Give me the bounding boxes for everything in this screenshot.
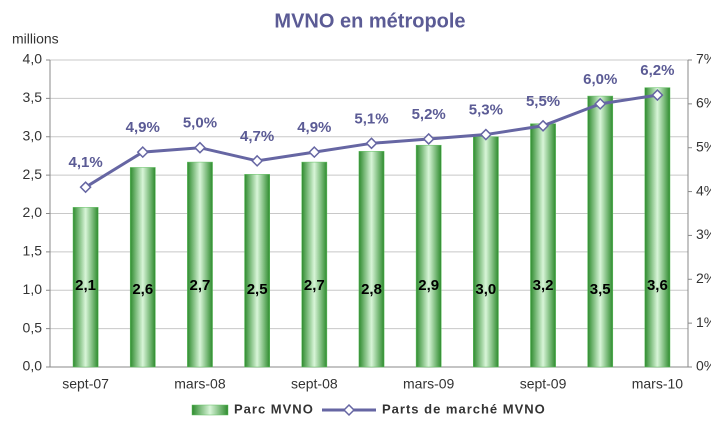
line-value-label: 6,2% [640,62,674,79]
bar [244,174,270,368]
line-value-label: 4,1% [68,154,102,171]
line-marker [79,181,92,194]
y2-tick-label: 0% [696,358,711,374]
line-value-label: 5,5% [526,93,560,110]
y2-tick-label: 1% [696,314,711,330]
line-marker [365,137,378,150]
line-value-label: 6,0% [583,71,617,88]
bar [301,161,328,368]
x-tick-label: mars-09 [403,376,455,392]
line-marker [479,128,492,141]
legend-swatch [191,404,229,416]
line-value-label: 4,9% [297,119,331,136]
bar [587,95,614,368]
line-value-label: 5,1% [354,110,388,127]
bar [358,151,385,368]
bar-value-label: 2,5 [247,281,268,298]
bar-value-label: 3,5 [590,281,611,298]
line-marker [251,154,264,167]
line-marker [193,141,207,154]
y-tick-label: 3,5 [23,89,43,105]
line-value-label: 4,9% [126,119,160,136]
line-marker [422,132,435,146]
y-tick-label: 2,0 [23,204,43,220]
y-tick-label: 1,5 [23,243,43,259]
bar [72,207,99,368]
y2-tick-label: 3% [696,226,711,242]
y2-tick-label: 7% [696,51,711,67]
y-axis-label: millions [12,31,59,47]
y-tick-label: 0,5 [23,319,43,335]
y2-tick-label: 6% [696,95,711,111]
bar [473,136,499,368]
bar-value-label: 2,6 [132,281,153,298]
y-tick-label: 3,0 [23,127,43,143]
x-tick-label: mars-10 [632,376,684,392]
bar [187,161,213,368]
y-tick-label: 0,0 [23,358,43,374]
bar-value-label: 3,2 [533,277,554,294]
line-marker [308,146,321,159]
line-marker [651,89,664,102]
legend-marker [342,403,356,417]
x-tick-label: sept-08 [291,376,338,392]
bar-value-label: 2,9 [418,277,439,294]
bar-value-label: 2,8 [361,281,382,298]
legend-label: Parts de marché MVNO [382,401,546,416]
bar-value-label: 2,7 [190,277,211,294]
x-tick-label: sept-09 [520,376,567,392]
legend-label: Parc MVNO [234,401,314,416]
line-value-label: 5,0% [183,115,217,132]
y2-tick-label: 4% [696,182,711,198]
bar-value-label: 2,7 [304,277,325,294]
line-marker [136,146,149,159]
bar [129,167,156,368]
line-marker [594,97,607,110]
y2-tick-label: 5% [696,138,711,154]
y2-tick-label: 2% [696,270,711,286]
x-tick-label: sept-07 [62,376,109,392]
bar [415,144,442,368]
line-value-label: 5,3% [469,102,503,119]
x-tick-label: mars-08 [174,376,226,392]
y-tick-label: 1,0 [23,281,43,297]
bar [530,123,556,368]
y-tick-label: 4,0 [23,51,43,67]
bar-value-label: 2,1 [75,277,96,294]
line-value-label: 5,2% [412,106,446,123]
bar-value-label: 3,6 [647,277,668,294]
y-tick-label: 2,5 [23,166,43,182]
line-marker [536,119,550,132]
line-value-label: 4,7% [240,128,274,145]
bar [644,87,671,368]
bar-value-label: 3,0 [475,281,496,298]
chart-title: MVNO en métropole [274,10,465,32]
